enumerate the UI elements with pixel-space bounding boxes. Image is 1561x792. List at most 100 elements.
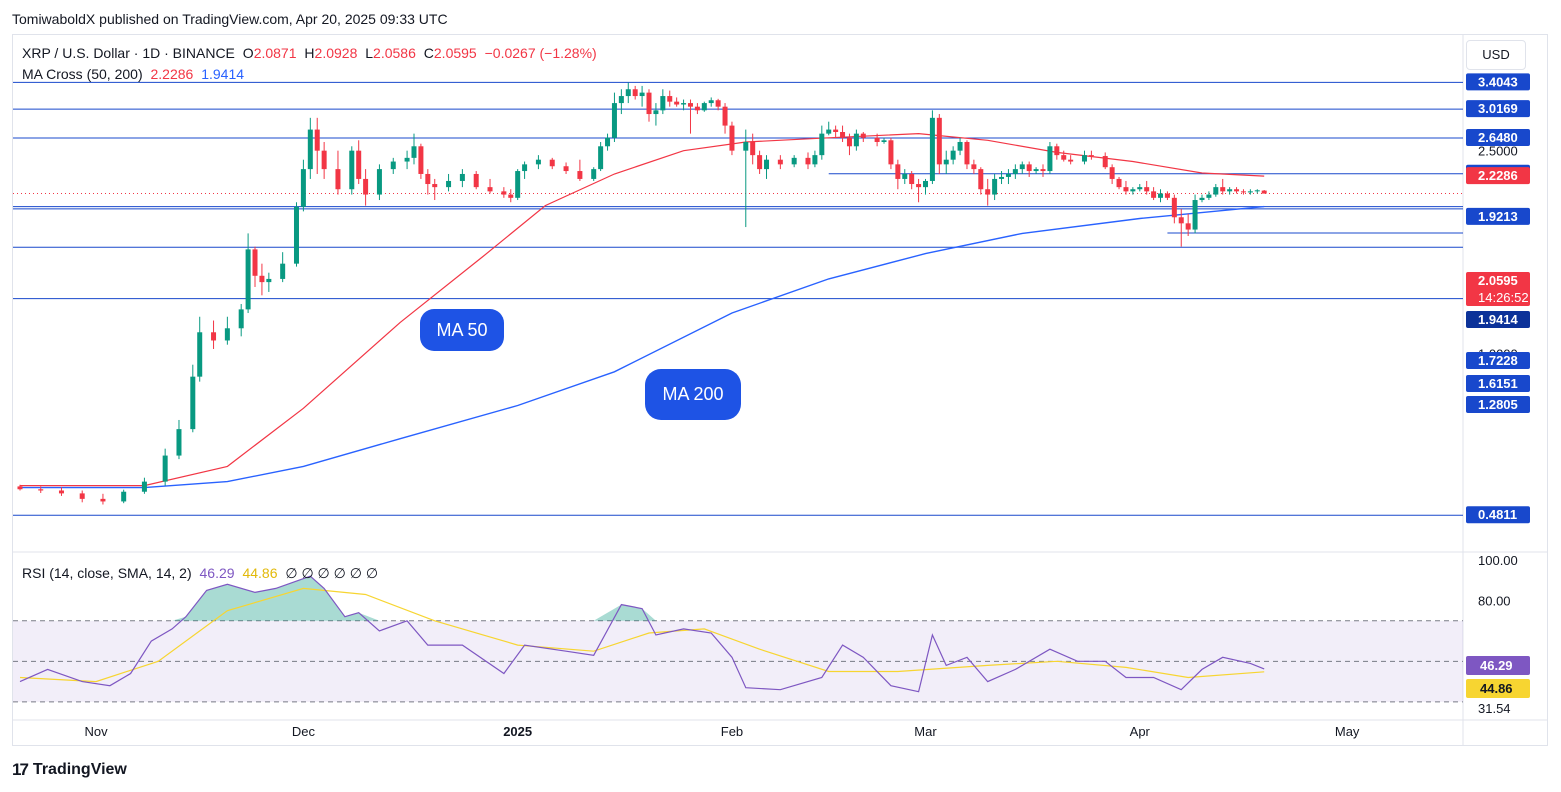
candle-body <box>840 132 846 138</box>
candle-body <box>376 169 382 195</box>
price-level-label: 1.6151 <box>1478 376 1518 391</box>
candle-body <box>446 180 452 188</box>
candle-body <box>411 146 417 158</box>
price-level-tag <box>1466 73 1530 91</box>
rsi-sma-line <box>19 587 1265 683</box>
candle-body <box>363 178 369 195</box>
candle-body <box>1068 159 1074 162</box>
candle-body <box>1178 217 1184 224</box>
rsi-value-label: 44.86 <box>1480 681 1513 696</box>
price-level-label: 3.4043 <box>1478 74 1518 89</box>
publisher-line: TomiwaboldX published on TradingView.com… <box>12 11 448 27</box>
candle-body <box>1240 191 1246 193</box>
price-level-label: 2.2286 <box>1478 168 1518 183</box>
candle-body <box>1130 189 1136 192</box>
candle-body <box>1088 155 1094 157</box>
candle-body <box>625 89 631 97</box>
candle-body <box>300 169 306 207</box>
candle-body <box>846 137 852 147</box>
candle-body <box>307 129 313 170</box>
currency-button[interactable]: USD <box>1466 40 1526 70</box>
price-level-tag <box>1466 128 1530 146</box>
candle-body <box>591 169 597 179</box>
rsi-legend-empties: ∅ ∅ ∅ ∅ ∅ ∅ <box>285 565 379 581</box>
candle-body <box>508 194 514 198</box>
candle-body <box>190 376 196 430</box>
candle-body <box>1109 167 1115 179</box>
ma-legend-label[interactable]: MA Cross (50, 200) <box>22 66 143 82</box>
rsi-value-label: 46.29 <box>1480 658 1513 673</box>
tradingview-logo-icon[interactable]: 17 <box>12 760 29 779</box>
footer-brand[interactable]: TradingView <box>32 761 127 778</box>
price-level-label: 2.6480 <box>1478 130 1518 145</box>
candle-body <box>549 159 555 167</box>
candle-body <box>425 173 431 185</box>
price-level-tag <box>1466 396 1530 413</box>
candle-body <box>1116 178 1122 188</box>
candle-body <box>1005 173 1011 177</box>
price-legend: XRP / U.S. Dollar · 1D · BINANCE O2.0871… <box>22 45 601 61</box>
rsi-legend-label[interactable]: RSI (14, close, SMA, 14, 2) <box>22 565 192 581</box>
candle-body <box>17 486 23 490</box>
candle-body <box>916 184 922 188</box>
candle-body <box>252 249 258 276</box>
rsi-overbought-fill <box>20 576 1265 621</box>
candle-body <box>356 150 362 179</box>
price-level-tag <box>1466 100 1530 118</box>
candle-body <box>646 92 652 115</box>
time-tick-label: Feb <box>721 724 743 739</box>
rsi-value-tag <box>1466 679 1530 698</box>
price-level-label: 1.7228 <box>1478 353 1518 368</box>
candle-body <box>1061 155 1067 160</box>
rsi-tick-label: 31.54 <box>1478 701 1511 716</box>
candle-body <box>1164 193 1170 198</box>
candle-body <box>1054 146 1060 156</box>
candle-body <box>902 173 908 179</box>
candle-body <box>819 133 825 156</box>
candle-body <box>978 169 984 190</box>
candle-body <box>805 157 811 165</box>
candle-body <box>1137 187 1143 190</box>
candle-body <box>1123 187 1129 192</box>
price-level-label: 0.4811 <box>1478 507 1517 522</box>
candle-body <box>501 191 507 195</box>
candle-body <box>681 103 687 105</box>
candle-body <box>660 96 666 111</box>
legend-open-value: 2.0871 <box>253 45 297 61</box>
candle-body <box>245 249 251 310</box>
price-level-tag <box>1466 167 1530 185</box>
candle-body <box>957 141 963 151</box>
candle-body <box>321 150 327 170</box>
candle-body <box>1171 197 1177 218</box>
rsi-tick-label: 80.00 <box>1478 594 1511 609</box>
candle-body <box>1247 191 1253 193</box>
time-tick-label: Apr <box>1130 724 1151 739</box>
legend-change: −0.0267 (−1.28%) <box>484 45 597 61</box>
ma50-annotation[interactable]: MA 50 <box>420 309 504 351</box>
candle-body <box>1026 164 1032 172</box>
price-level-tag <box>1466 207 1530 225</box>
candle-body <box>971 164 977 170</box>
time-tick-label: Dec <box>292 724 316 739</box>
candle-body <box>618 96 624 104</box>
candle-body <box>791 157 797 165</box>
candle-body <box>432 184 438 188</box>
candle-body <box>1019 164 1025 170</box>
candle-body <box>936 117 942 165</box>
candle-body <box>708 100 714 104</box>
candle-body <box>79 493 85 499</box>
candle-body <box>314 129 320 151</box>
candle-body <box>535 159 541 165</box>
candle-body <box>141 481 147 492</box>
legend-high-label: H <box>304 45 315 61</box>
ma200-legend-value: 1.9414 <box>201 66 245 82</box>
footer: 17 TradingView <box>12 760 127 780</box>
candle-body <box>929 117 935 181</box>
ma200-annotation[interactable]: MA 200 <box>645 369 741 420</box>
candle-body <box>1102 156 1108 168</box>
legend-close-value: 2.0595 <box>433 45 477 61</box>
legend-symbol[interactable]: XRP / U.S. Dollar · 1D · BINANCE <box>22 45 235 61</box>
candle-body <box>1192 200 1198 230</box>
candle-body <box>943 159 949 165</box>
